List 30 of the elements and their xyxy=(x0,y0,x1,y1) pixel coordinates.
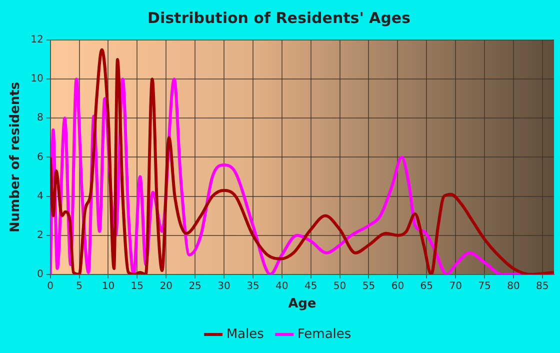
y-tick-label: 6 xyxy=(36,152,44,163)
x-tick-label: 65 xyxy=(420,280,433,292)
x-tick-label: 40 xyxy=(276,280,288,292)
legend-label: Males xyxy=(226,326,264,342)
x-tick-label: 80 xyxy=(507,280,520,292)
y-tick-label: 4 xyxy=(36,190,44,202)
x-tick-label: 30 xyxy=(218,280,230,292)
x-tick-label: 45 xyxy=(304,280,318,292)
y-tick-label: 2 xyxy=(36,230,44,241)
legend-label: Females xyxy=(297,326,352,342)
x-tick-label: 35 xyxy=(246,280,260,292)
x-tick-label: 70 xyxy=(449,280,462,292)
y-axis-title: Number of residents xyxy=(8,82,24,233)
x-tick-label: 20 xyxy=(160,280,172,292)
y-tick-label: 10 xyxy=(30,74,44,85)
x-tick-label: 85 xyxy=(536,280,549,292)
x-tick-label: 25 xyxy=(188,280,202,292)
x-tick-label: 55 xyxy=(362,280,376,292)
x-tick-label: 15 xyxy=(130,280,144,292)
x-tick-label: 5 xyxy=(76,280,82,292)
x-axis-title: Age xyxy=(288,296,316,312)
y-tick-label: 8 xyxy=(36,112,44,124)
x-tick-label: 75 xyxy=(478,280,491,292)
y-tick-label: 12 xyxy=(30,34,44,46)
x-tick-label: 50 xyxy=(333,280,346,292)
chart-title: Distribution of Residents' Ages xyxy=(148,8,411,27)
y-tick-label: 0 xyxy=(36,268,44,280)
x-tick-label: 10 xyxy=(102,280,115,292)
x-tick-label: 60 xyxy=(391,280,404,292)
x-tick-label: 0 xyxy=(47,280,54,292)
